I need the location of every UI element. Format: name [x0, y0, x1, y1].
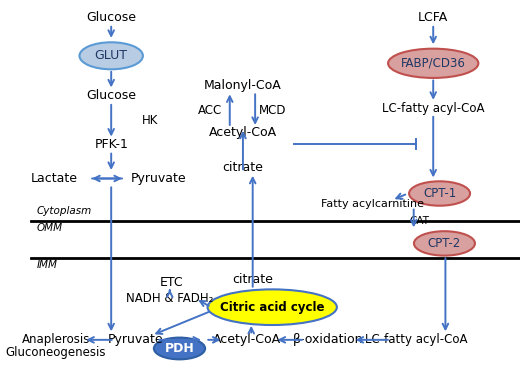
Text: Cytoplasm: Cytoplasm — [36, 206, 92, 216]
Text: MCD: MCD — [258, 104, 286, 117]
Text: citrate: citrate — [232, 273, 273, 286]
Text: HK: HK — [142, 114, 158, 127]
Text: Lactate: Lactate — [31, 172, 77, 185]
Text: IMM: IMM — [36, 260, 58, 270]
Text: FABP/CD36: FABP/CD36 — [401, 57, 466, 70]
Text: Citric acid cycle: Citric acid cycle — [220, 301, 324, 314]
Text: Anaplerosis: Anaplerosis — [22, 333, 90, 346]
Text: Gluconeogenesis: Gluconeogenesis — [6, 346, 106, 359]
Text: CPT-2: CPT-2 — [428, 237, 461, 250]
Text: ETC: ETC — [160, 276, 183, 288]
Ellipse shape — [154, 338, 205, 359]
Ellipse shape — [414, 231, 475, 256]
Text: Pyruvate: Pyruvate — [131, 172, 186, 185]
Text: CPT-1: CPT-1 — [423, 187, 456, 200]
Ellipse shape — [80, 42, 143, 69]
Text: GLUT: GLUT — [95, 49, 128, 62]
Text: Acetyl-CoA: Acetyl-CoA — [213, 333, 281, 346]
Ellipse shape — [388, 49, 478, 78]
Text: Acetyl-CoA: Acetyl-CoA — [209, 126, 277, 139]
Text: PFK-1: PFK-1 — [94, 138, 128, 151]
Text: Malonyl-CoA: Malonyl-CoA — [204, 79, 282, 92]
Text: Glucose: Glucose — [86, 90, 136, 102]
Text: LC-fatty acyl-CoA: LC-fatty acyl-CoA — [365, 333, 467, 346]
Text: CAT: CAT — [410, 215, 430, 226]
Text: Glucose: Glucose — [86, 11, 136, 24]
Text: PDH: PDH — [165, 342, 194, 355]
Ellipse shape — [409, 181, 470, 206]
Text: OMM: OMM — [36, 223, 63, 233]
Text: Pyruvate: Pyruvate — [108, 333, 163, 346]
Text: ACC: ACC — [198, 104, 223, 117]
Text: citrate: citrate — [223, 161, 263, 174]
Text: LC-fatty acyl-CoA: LC-fatty acyl-CoA — [382, 102, 485, 115]
Text: LCFA: LCFA — [418, 11, 448, 24]
Text: β-oxidation: β-oxidation — [293, 333, 363, 346]
Text: NADH & FADH₂: NADH & FADH₂ — [126, 292, 213, 305]
Text: Fatty acylcarnitine: Fatty acylcarnitine — [321, 199, 424, 209]
Ellipse shape — [207, 290, 337, 325]
